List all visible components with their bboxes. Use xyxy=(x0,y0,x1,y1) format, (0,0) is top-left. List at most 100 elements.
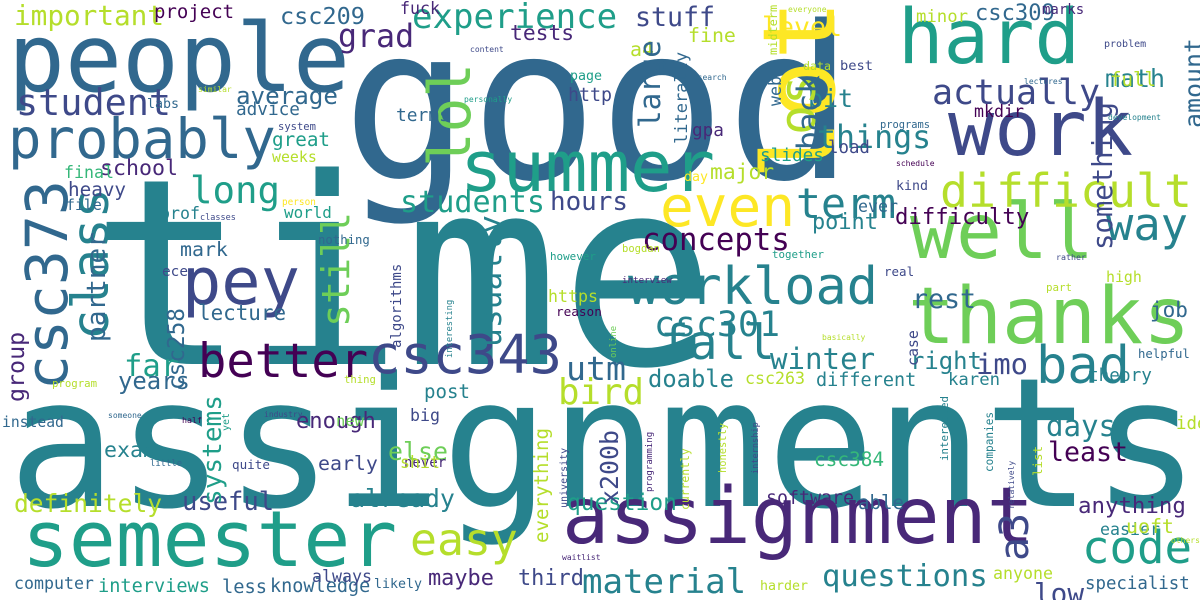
word-125: minor xyxy=(916,7,969,27)
word-68: knowledge xyxy=(270,576,371,597)
word-8: thanks xyxy=(908,272,1191,362)
word-127: fuck xyxy=(400,0,440,18)
word-13: csc343 xyxy=(368,323,562,386)
word-36: useful xyxy=(182,487,275,517)
word-102: partner xyxy=(82,232,112,342)
word-64: days xyxy=(1046,409,1117,443)
word-140: programs xyxy=(880,119,931,131)
word-158: real xyxy=(884,264,915,279)
word-190: idea xyxy=(1176,414,1200,434)
word-142: research xyxy=(688,73,727,82)
word-187: internship xyxy=(751,422,761,474)
word-72: able xyxy=(858,491,904,514)
word-24: way xyxy=(1106,198,1188,251)
word-73: specialist xyxy=(1085,574,1190,594)
word-185: currently xyxy=(678,448,692,510)
word-41: least xyxy=(1048,437,1129,468)
word-159: rest xyxy=(912,284,977,315)
word-179: shit xyxy=(400,453,440,472)
word-177: big xyxy=(410,406,440,425)
word-109: csc301 xyxy=(654,305,781,345)
word-180: quite xyxy=(232,457,270,472)
word-173: instead xyxy=(2,414,64,431)
word-97: years xyxy=(118,367,190,395)
word-94: weeks xyxy=(272,148,317,166)
word-23: fall xyxy=(660,316,776,371)
word-85: x200b xyxy=(595,430,624,505)
word-17: better xyxy=(198,334,369,389)
word-69: maybe xyxy=(428,566,494,591)
word-46: school xyxy=(100,156,179,181)
word-195: others xyxy=(1171,536,1200,545)
word-146: literally xyxy=(672,51,692,144)
word-135: lectures xyxy=(1024,77,1063,86)
word-111: bogdan xyxy=(622,243,660,255)
word-45: average xyxy=(236,82,338,110)
word-181: little xyxy=(150,459,183,469)
word-139: back xyxy=(791,75,827,150)
word-166: ece xyxy=(162,264,188,280)
word-132: amount xyxy=(1179,38,1200,128)
word-1: good xyxy=(342,0,854,229)
word-98: someone xyxy=(108,411,142,420)
word-6: assignment xyxy=(562,471,1034,562)
word-93: system xyxy=(278,121,316,133)
word-148: terms xyxy=(396,105,450,126)
word-7: work xyxy=(948,85,1133,174)
word-2: assignments xyxy=(8,340,1200,549)
word-77: karen xyxy=(948,370,1001,390)
word-78: different xyxy=(816,370,917,391)
word-54: major xyxy=(710,160,775,185)
word-130: fine xyxy=(688,24,736,47)
word-176: yet xyxy=(221,412,232,431)
word-162: imo xyxy=(976,347,1029,381)
word-196: low xyxy=(1034,577,1085,600)
word-189: list xyxy=(1030,445,1045,476)
word-107: utm xyxy=(566,349,626,388)
word-62: exam xyxy=(104,438,157,463)
word-108: https xyxy=(548,287,598,306)
word-80: csc384 xyxy=(814,448,885,471)
word-126: marks xyxy=(1042,2,1085,18)
word-170: classes xyxy=(200,213,236,223)
word-116: gpa xyxy=(692,121,724,141)
word-122: full xyxy=(1110,68,1156,91)
word-5: hard xyxy=(898,0,1081,81)
word-71: software xyxy=(766,488,855,509)
word-103: algorithms xyxy=(389,263,405,348)
word-182: bird xyxy=(558,372,644,413)
word-119: content xyxy=(470,45,504,54)
word-149: similar xyxy=(198,85,232,94)
word-4: people xyxy=(8,4,351,114)
word-11: summer xyxy=(460,125,716,208)
word-188: relatively xyxy=(1007,460,1016,509)
word-39: something xyxy=(1088,102,1119,250)
word-33: students xyxy=(400,185,545,220)
word-164: reason xyxy=(556,304,602,319)
word-110: interview xyxy=(622,275,672,286)
word-87: else xyxy=(388,437,448,466)
word-20: bad xyxy=(1036,336,1130,396)
word-63: systems xyxy=(198,395,228,505)
word-16: even xyxy=(660,175,796,240)
word-124: part xyxy=(1046,281,1073,294)
word-67: less xyxy=(222,577,268,598)
word-128: tests xyxy=(510,21,575,46)
word-86: early xyxy=(318,452,378,475)
word-49: lecture xyxy=(198,301,287,325)
word-76: theory xyxy=(1088,366,1152,386)
word-129: everyone xyxy=(788,5,827,14)
word-30: long xyxy=(190,168,281,212)
word-83: interested xyxy=(938,395,951,461)
word-145: large xyxy=(633,40,667,128)
word-133: development xyxy=(1108,113,1161,122)
word-55: difficulty xyxy=(895,204,1030,230)
word-123: high xyxy=(1106,268,1142,286)
word-15: workload xyxy=(628,257,878,317)
word-153: ever xyxy=(858,197,898,216)
word-92: advice xyxy=(236,100,300,120)
word-169: world xyxy=(284,203,332,222)
word-100: mark xyxy=(180,238,228,261)
word-112: term xyxy=(796,179,896,228)
word-117: a4 xyxy=(630,38,654,61)
